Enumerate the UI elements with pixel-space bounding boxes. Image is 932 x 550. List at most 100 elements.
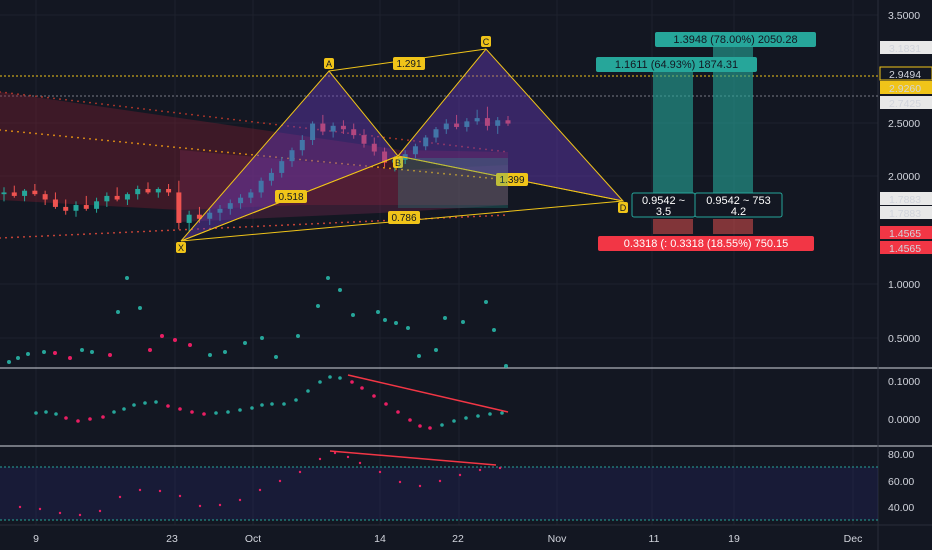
candle-body	[1, 192, 7, 195]
candle-body	[495, 120, 501, 126]
ma-dot	[65, 135, 67, 138]
ma-dot	[311, 222, 313, 225]
ma-dot	[335, 221, 337, 224]
ma-dot	[191, 113, 193, 116]
main-pane-dot	[138, 306, 142, 310]
divergence-line	[347, 374, 509, 413]
target-label-lower-bg	[596, 57, 757, 72]
ma-dot	[269, 224, 271, 227]
ma-dot	[467, 146, 469, 149]
price-label: 1.7883	[880, 192, 932, 206]
ma-dot	[359, 220, 361, 223]
candle-body	[135, 188, 141, 195]
ratio-label-bg	[393, 57, 425, 70]
ma-dot	[197, 228, 199, 230]
ma-dot	[65, 98, 67, 101]
ma-dot	[407, 139, 409, 142]
ma-dot	[365, 220, 367, 223]
ma-dot	[113, 231, 115, 234]
ma-dot	[341, 131, 343, 134]
main-pane-dot	[260, 336, 264, 340]
ma-dot	[191, 147, 193, 150]
price-label: 2.9494	[879, 66, 932, 81]
ma-dot	[47, 96, 49, 99]
pattern-point-marker	[481, 36, 491, 47]
indicator2-dot	[333, 451, 337, 455]
ma-dot	[317, 160, 319, 163]
ma-dot	[5, 236, 7, 239]
ma-dot	[341, 162, 343, 165]
x-tick-label: 9	[33, 533, 39, 545]
indicator1-dot	[260, 403, 264, 407]
ma-dot	[419, 170, 421, 173]
ratio-label: 0.518	[278, 192, 303, 203]
ma-dot	[479, 176, 481, 179]
ma-dot	[161, 110, 163, 113]
candle-body	[104, 195, 110, 202]
ma-dot	[203, 115, 205, 117]
indicator1-dot	[282, 402, 286, 406]
ma-dot	[491, 177, 493, 180]
indicator1-dot	[452, 419, 456, 423]
ma-dot	[377, 219, 379, 222]
ma-dot	[455, 216, 457, 219]
x-tick-label: Nov	[548, 533, 567, 545]
ma-dot	[29, 132, 31, 134]
y-tick-label: 1.0000	[888, 279, 920, 291]
indicator1-dot	[428, 426, 432, 430]
indicator2-dot	[98, 509, 102, 513]
ma-dot	[59, 98, 61, 100]
stop-label: 0.3318 (: 0.3318 (18.55%) 750.15	[598, 236, 814, 251]
target-label-upper-text: 1.3948 (78.00%) 2050.28	[673, 34, 797, 46]
ma-dot	[299, 223, 301, 226]
y-tick-label: 60.00	[888, 476, 914, 488]
ma-dot	[71, 99, 73, 102]
y-tick-label: 0.0000	[888, 414, 920, 426]
candle-body	[340, 125, 346, 130]
indicator1-dot	[178, 407, 182, 411]
ma-dot	[185, 228, 187, 231]
ma-dot	[95, 138, 97, 141]
ma-dot	[251, 225, 253, 228]
indicator2-dot	[398, 480, 402, 484]
ma-dot	[329, 222, 331, 224]
target-label-lower-text: 1.1611 (64.93%) 1874.31	[615, 59, 738, 71]
indicator1-dot	[238, 408, 242, 412]
ma-dot	[401, 138, 403, 141]
ma-dot	[47, 133, 49, 136]
indicator1-dot	[54, 412, 58, 416]
pattern-point-label: X	[178, 243, 184, 253]
time-axis[interactable]: 9 23 Oct 14 22 Nov 11 19 Dec	[33, 533, 862, 545]
candle-body	[320, 123, 326, 132]
ma-dot	[59, 135, 61, 137]
price-axis[interactable]: 3.5000 2.5000 2.0000 1.0000 0.5000 0.1000 0.00…	[879, 10, 932, 514]
position-tools[interactable]: 1.3948 (78.00%) 2050.28 1.1611 (64.93%) 1…	[398, 32, 816, 251]
indicator2-dot	[178, 494, 182, 498]
y-tick-label: 40.00	[888, 502, 914, 514]
indicator1-dot	[350, 380, 354, 384]
indicator2-dot	[218, 503, 222, 507]
moving-average-band	[0, 91, 508, 239]
ma-dot	[53, 134, 55, 137]
indicator1-dot	[384, 402, 388, 406]
candle-body	[371, 143, 377, 152]
ratio-label: 1.291	[396, 59, 421, 70]
main-pane-dot	[351, 313, 355, 317]
indicator1-dot	[166, 404, 170, 408]
ma-dot	[71, 136, 73, 138]
main-pane-dot	[108, 353, 112, 357]
indicator2-dot	[346, 455, 350, 459]
harmonic-pattern[interactable]: X A B C D 1.291 0.518 1.399 0.786	[176, 36, 628, 253]
ma-dot	[11, 236, 13, 239]
x-tick-label: 14	[374, 533, 386, 545]
pattern-point-label: C	[483, 37, 490, 47]
indicator1-dot	[488, 412, 492, 416]
entry-label-right-bg	[694, 192, 783, 218]
main-pane-dot	[326, 276, 330, 280]
candle-body	[361, 135, 367, 144]
candle-body	[207, 212, 213, 219]
ma-dot	[143, 108, 145, 110]
pattern-point-marker	[324, 58, 334, 69]
ma-dot	[167, 229, 169, 232]
